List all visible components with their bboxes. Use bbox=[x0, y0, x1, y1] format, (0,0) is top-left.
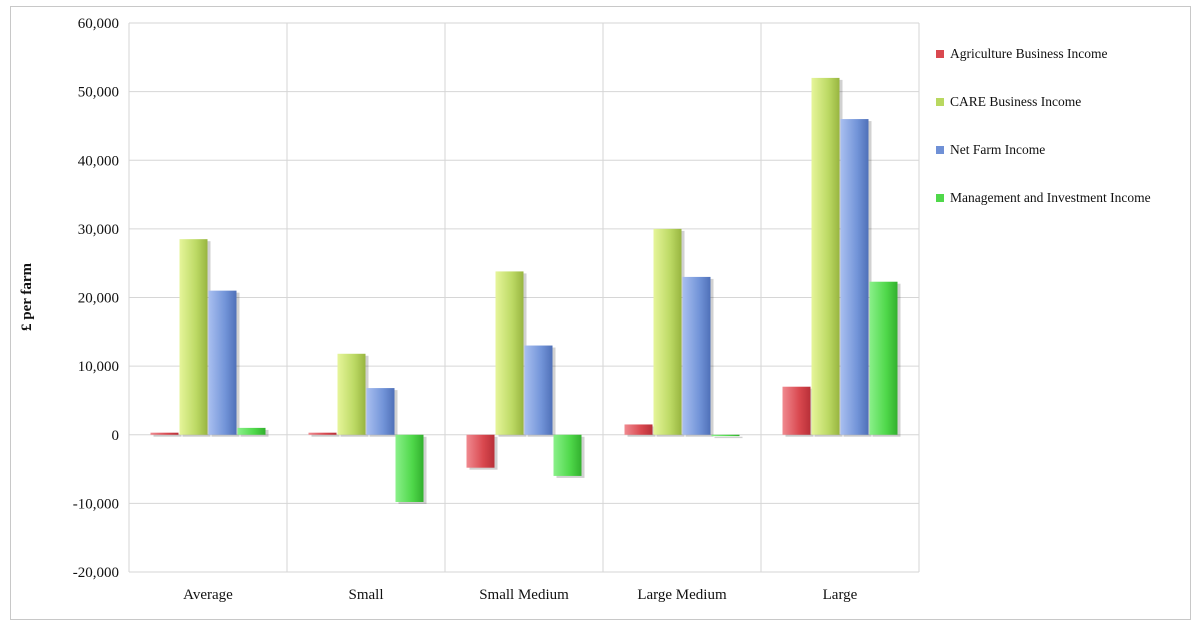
legend-swatch bbox=[936, 50, 944, 58]
bar bbox=[711, 434, 740, 437]
bar bbox=[150, 432, 179, 435]
legend-swatch bbox=[936, 194, 944, 202]
legend: Agriculture Business Income CARE Business… bbox=[936, 46, 1151, 205]
bar bbox=[653, 228, 682, 435]
bar bbox=[553, 434, 582, 476]
x-category-label: Small bbox=[348, 587, 383, 603]
bar bbox=[179, 239, 208, 435]
legend-label: CARE Business Income bbox=[950, 94, 1081, 109]
legend-label: Net Farm Income bbox=[950, 142, 1045, 157]
x-category-label: Large Medium bbox=[637, 587, 727, 603]
bar bbox=[337, 353, 366, 435]
gridlines bbox=[128, 22, 920, 573]
legend-label: Management and Investment Income bbox=[950, 190, 1151, 205]
y-axis-label: £ per farm bbox=[19, 262, 35, 331]
bar-shadow bbox=[714, 436, 743, 439]
legend-swatch bbox=[936, 146, 944, 154]
bars-group bbox=[150, 77, 901, 505]
legend-label: Agriculture Business Income bbox=[950, 46, 1107, 61]
chart-frame: -20,000 -10,000 0 10,000 20,000 30,000 40,000 5… bbox=[10, 6, 1191, 620]
bar bbox=[624, 424, 653, 435]
x-category-label: Large bbox=[823, 587, 858, 603]
bar bbox=[840, 119, 869, 435]
y-tick-label: 30,000 bbox=[78, 222, 119, 238]
bar-chart: -20,000 -10,000 0 10,000 20,000 30,000 40,000 5… bbox=[19, 16, 1151, 603]
x-axis-categories: Average Small Small Medium Large Medium Larg… bbox=[183, 587, 858, 603]
y-axis-ticks: -20,000 -10,000 0 10,000 20,000 30,000 40,000 5… bbox=[73, 16, 119, 581]
bar bbox=[495, 271, 524, 435]
bar bbox=[237, 427, 266, 435]
bar bbox=[869, 281, 898, 435]
y-tick-label: 10,000 bbox=[78, 359, 119, 375]
y-tick-label: 50,000 bbox=[78, 85, 119, 101]
bar bbox=[782, 386, 811, 435]
bar bbox=[395, 434, 424, 503]
bar bbox=[524, 345, 553, 435]
bar bbox=[366, 388, 395, 435]
legend-swatch bbox=[936, 98, 944, 106]
y-tick-label: -10,000 bbox=[73, 496, 119, 512]
y-tick-label: 0 bbox=[112, 428, 120, 444]
y-tick-label: -20,000 bbox=[73, 565, 119, 581]
y-tick-label: 20,000 bbox=[78, 291, 119, 307]
bar-shadow bbox=[153, 434, 182, 437]
x-category-label: Small Medium bbox=[479, 587, 569, 603]
y-tick-label: 40,000 bbox=[78, 153, 119, 169]
x-category-label: Average bbox=[183, 587, 233, 603]
bar-shadow bbox=[311, 434, 340, 437]
bar bbox=[208, 290, 237, 435]
bar bbox=[308, 432, 337, 435]
bar bbox=[466, 434, 495, 468]
bar bbox=[811, 77, 840, 435]
bar bbox=[682, 276, 711, 435]
y-tick-label: 60,000 bbox=[78, 16, 119, 32]
